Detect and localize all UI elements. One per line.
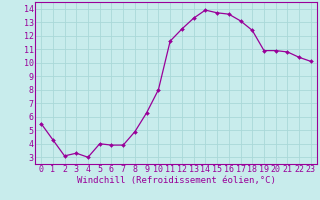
X-axis label: Windchill (Refroidissement éolien,°C): Windchill (Refroidissement éolien,°C) bbox=[76, 176, 276, 185]
